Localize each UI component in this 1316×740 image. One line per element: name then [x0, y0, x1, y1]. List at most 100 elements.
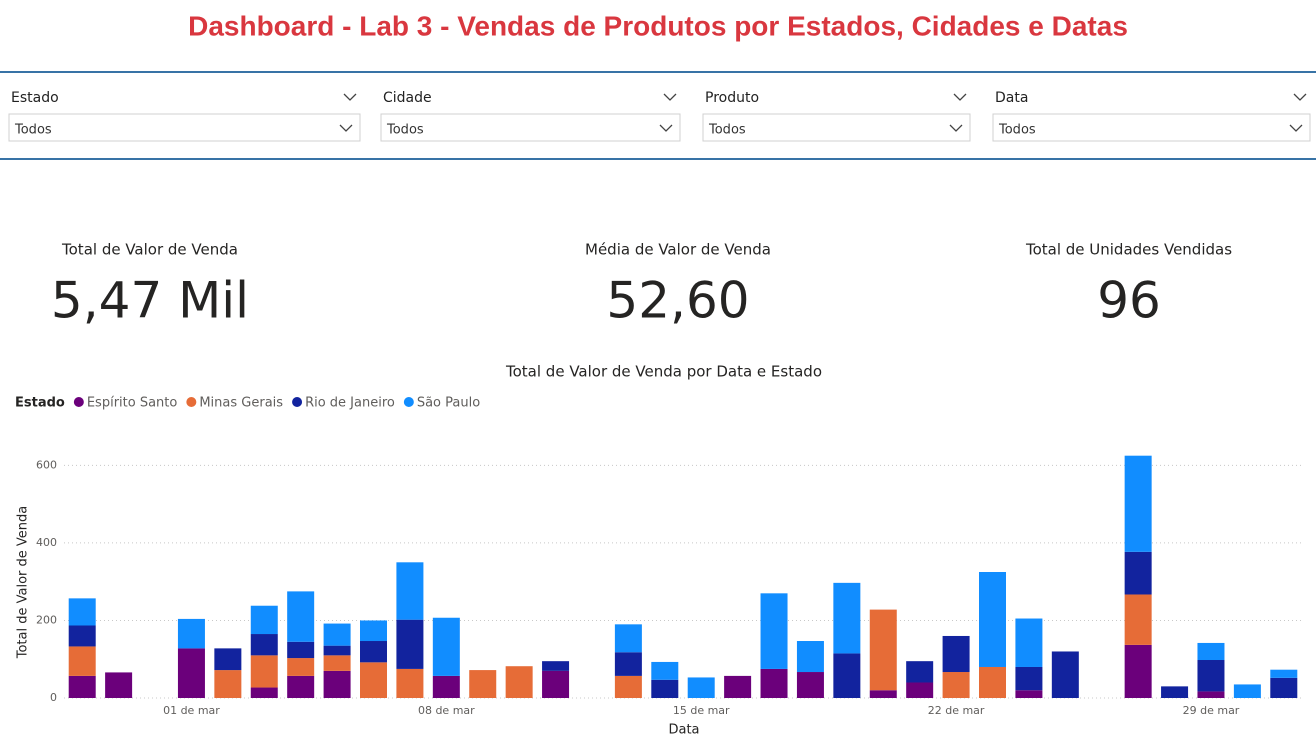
bar-segment	[1161, 686, 1189, 698]
legend-title: Estado	[15, 396, 65, 411]
bar-segment	[614, 675, 642, 698]
bar-segment	[614, 652, 642, 676]
bar-segment	[68, 598, 96, 626]
bar-segment	[1270, 677, 1298, 698]
legend-label: Rio de Janeiro	[305, 396, 395, 411]
x-tick-label: 29 de mar	[1183, 704, 1240, 717]
filter-label: Produto	[705, 90, 759, 106]
bar-segment	[687, 677, 715, 698]
bar-segment	[432, 675, 460, 698]
legend-label: Espírito Santo	[87, 396, 178, 411]
legend-label: São Paulo	[417, 396, 480, 411]
bar-segment	[360, 641, 387, 663]
filter-label: Estado	[11, 90, 59, 106]
chart-title: Total de Valor de Venda por Data e Estad…	[505, 363, 822, 381]
bar-segment	[250, 687, 278, 698]
kpis: Total de Valor de Venda 5,47 Mil Média de …	[51, 241, 1232, 330]
bar-segment	[906, 661, 934, 683]
bar-segment	[250, 655, 278, 688]
bar-segment	[651, 661, 679, 680]
bar-segment	[214, 648, 242, 671]
bar-segment	[1197, 642, 1225, 661]
legend-marker	[292, 397, 303, 407]
legend-marker	[186, 397, 197, 407]
bar-segment	[724, 675, 752, 698]
bar-segment	[542, 661, 570, 671]
bar-segment	[833, 582, 861, 654]
bar-segment	[250, 634, 278, 656]
bar-segment	[1124, 644, 1152, 698]
bar-segment	[68, 625, 96, 647]
bar-segment	[287, 658, 315, 676]
chevron	[339, 124, 353, 132]
y-tick-label: 200	[36, 613, 57, 626]
kpi-value: 52,60	[606, 272, 749, 330]
kpi-value: 96	[1097, 272, 1161, 330]
chevron	[343, 93, 357, 101]
filter-dropdown[interactable]	[8, 113, 361, 142]
filter-dropdown[interactable]	[702, 113, 971, 142]
chart: Total de Valor de Venda por Data e Estad…	[15, 363, 1302, 738]
bar-segment	[1124, 455, 1152, 552]
bar-segment	[432, 617, 460, 676]
chevron	[1293, 93, 1307, 101]
filter-label: Cidade	[383, 90, 432, 106]
bar-segment	[760, 593, 788, 669]
chevron	[949, 124, 963, 132]
bar-segment	[1015, 666, 1043, 691]
bar-segment	[1015, 618, 1043, 667]
filter-value: Todos	[386, 123, 424, 138]
bar-segment	[1197, 660, 1225, 692]
legend-marker	[403, 397, 414, 407]
page-title: Dashboard - Lab 3 - Vendas de Produtos p…	[188, 10, 1128, 41]
chevron	[659, 124, 673, 132]
bar-segment	[469, 670, 497, 698]
bar-segment	[177, 618, 205, 649]
bar-segment	[360, 620, 387, 642]
bar-segment	[287, 591, 315, 642]
bar-segment	[796, 672, 824, 698]
filter-value: Todos	[14, 123, 52, 138]
bar-segment	[1015, 690, 1043, 698]
x-axis-label: Data	[668, 723, 699, 738]
bar-segment	[323, 623, 351, 646]
bar-segment	[287, 641, 315, 659]
legend-marker	[73, 397, 84, 407]
filter-label: Data	[995, 90, 1028, 106]
bar-segment	[1270, 669, 1298, 678]
bar-segment	[214, 670, 242, 698]
filter-value: Todos	[998, 123, 1036, 138]
bar-segment	[614, 624, 642, 653]
bar-segment	[250, 605, 278, 635]
kpi-label: Total de Unidades Vendidas	[1025, 241, 1232, 259]
bar-segment	[979, 572, 1006, 667]
bar-segment	[906, 682, 934, 698]
bar-segment	[979, 666, 1006, 698]
bar-segment	[869, 690, 897, 698]
bar-segment	[942, 672, 970, 698]
x-tick-label: 22 de mar	[928, 704, 985, 717]
kpi-value: 5,47 Mil	[51, 272, 249, 330]
bar-segment	[323, 655, 351, 671]
bar-segment	[1233, 684, 1261, 698]
filter-dropdown[interactable]	[380, 113, 681, 142]
bar-segment	[1124, 594, 1152, 645]
y-tick-label: 0	[50, 691, 57, 704]
bar-segment	[396, 619, 424, 669]
y-tick-label: 400	[36, 536, 57, 549]
filter-dropdown[interactable]	[992, 113, 1311, 142]
bar-segment	[542, 670, 570, 698]
filters: Estado Todos Cidade Todos Produto Todos Data To…	[8, 90, 1311, 142]
bar-segment	[287, 675, 315, 698]
y-tick-label: 600	[36, 458, 57, 471]
bar-segment	[1051, 651, 1079, 698]
bar-segment	[323, 645, 351, 656]
bar-segment	[651, 679, 679, 698]
x-tick-label: 01 de mar	[163, 704, 220, 717]
bar-segment	[942, 635, 970, 673]
bar-segment	[833, 653, 861, 698]
bar-segment	[396, 562, 424, 620]
chevron	[1289, 124, 1303, 132]
bar-segment	[68, 675, 96, 698]
